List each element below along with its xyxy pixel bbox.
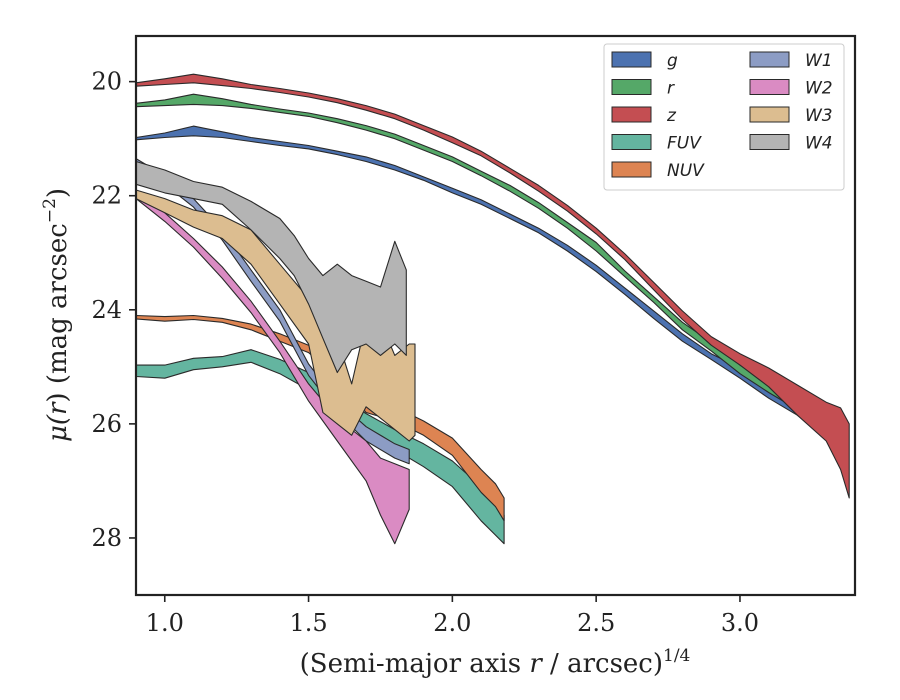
x-tick-label: 2.0: [433, 609, 471, 637]
y-axis-label-rest: ) (mag arcsec: [43, 223, 73, 402]
legend-label-nuv: NUV: [667, 161, 705, 181]
legend-label-fuv: FUV: [667, 134, 702, 154]
y-tick-label: 26: [91, 410, 122, 438]
x-tick-label: 3.0: [721, 609, 759, 637]
y-axis-label-mu: μ(: [43, 414, 73, 442]
legend-swatch-w3: [749, 106, 790, 123]
legend-swatch-w4: [749, 134, 790, 150]
legend-swatch-w2: [749, 79, 790, 95]
legend-swatch-z: [611, 106, 652, 123]
x-axis-label-main: (Semi-major axis: [300, 649, 530, 679]
x-axis-label: (Semi-major axis r / arcsec)1/4: [300, 646, 691, 679]
band-z: [135, 73, 850, 499]
y-tick-label: 20: [91, 68, 122, 96]
x-axis-label-rest: / arcsec): [542, 649, 663, 679]
legend-swatch-r: [611, 79, 652, 95]
x-axis-label-sup: 1/4: [663, 646, 690, 666]
legend: grz FUV NUV W1 W2 W3 W4: [603, 43, 845, 191]
y-axis-label-close: ): [43, 188, 73, 198]
legend-swatch-g: [611, 51, 652, 68]
y-axis-ticks: 20 22 24 26 28: [91, 68, 136, 552]
legend-label-w3: W3: [805, 106, 833, 126]
x-tick-label: 2.5: [577, 609, 615, 637]
legend-swatch-nuv: [611, 161, 652, 178]
series-bands: [135, 73, 850, 545]
y-tick-label: 22: [91, 182, 122, 210]
y-tick-label: 28: [91, 524, 122, 552]
band-w4: [135, 160, 407, 374]
legend-label-w2: W2: [805, 79, 833, 99]
legend-label-g: g: [667, 51, 678, 71]
legend-label-z: z: [666, 106, 677, 126]
plot-frame: [134, 34, 857, 597]
y-axis-label-var: r: [43, 401, 73, 415]
legend-label-w4: W4: [805, 134, 833, 154]
legend-label-r: r: [667, 79, 675, 99]
legend-swatch-w1: [749, 51, 790, 68]
y-axis-label-sup: −2: [40, 198, 60, 223]
y-axis-label: μ(r) (mag arcsec−2): [40, 188, 73, 442]
x-tick-label: 1.5: [289, 609, 327, 637]
legend-swatch-fuv: [611, 134, 652, 150]
legend-label-w1: W1: [805, 51, 833, 71]
x-axis-label-var: r: [529, 649, 543, 679]
y-tick-label: 24: [91, 296, 122, 324]
x-tick-label: 1.0: [146, 609, 184, 637]
x-axis-ticks: 1.0 1.5 2.0 2.5 3.0: [146, 595, 759, 637]
band-w2: [135, 192, 410, 545]
band-w3: [135, 189, 416, 442]
